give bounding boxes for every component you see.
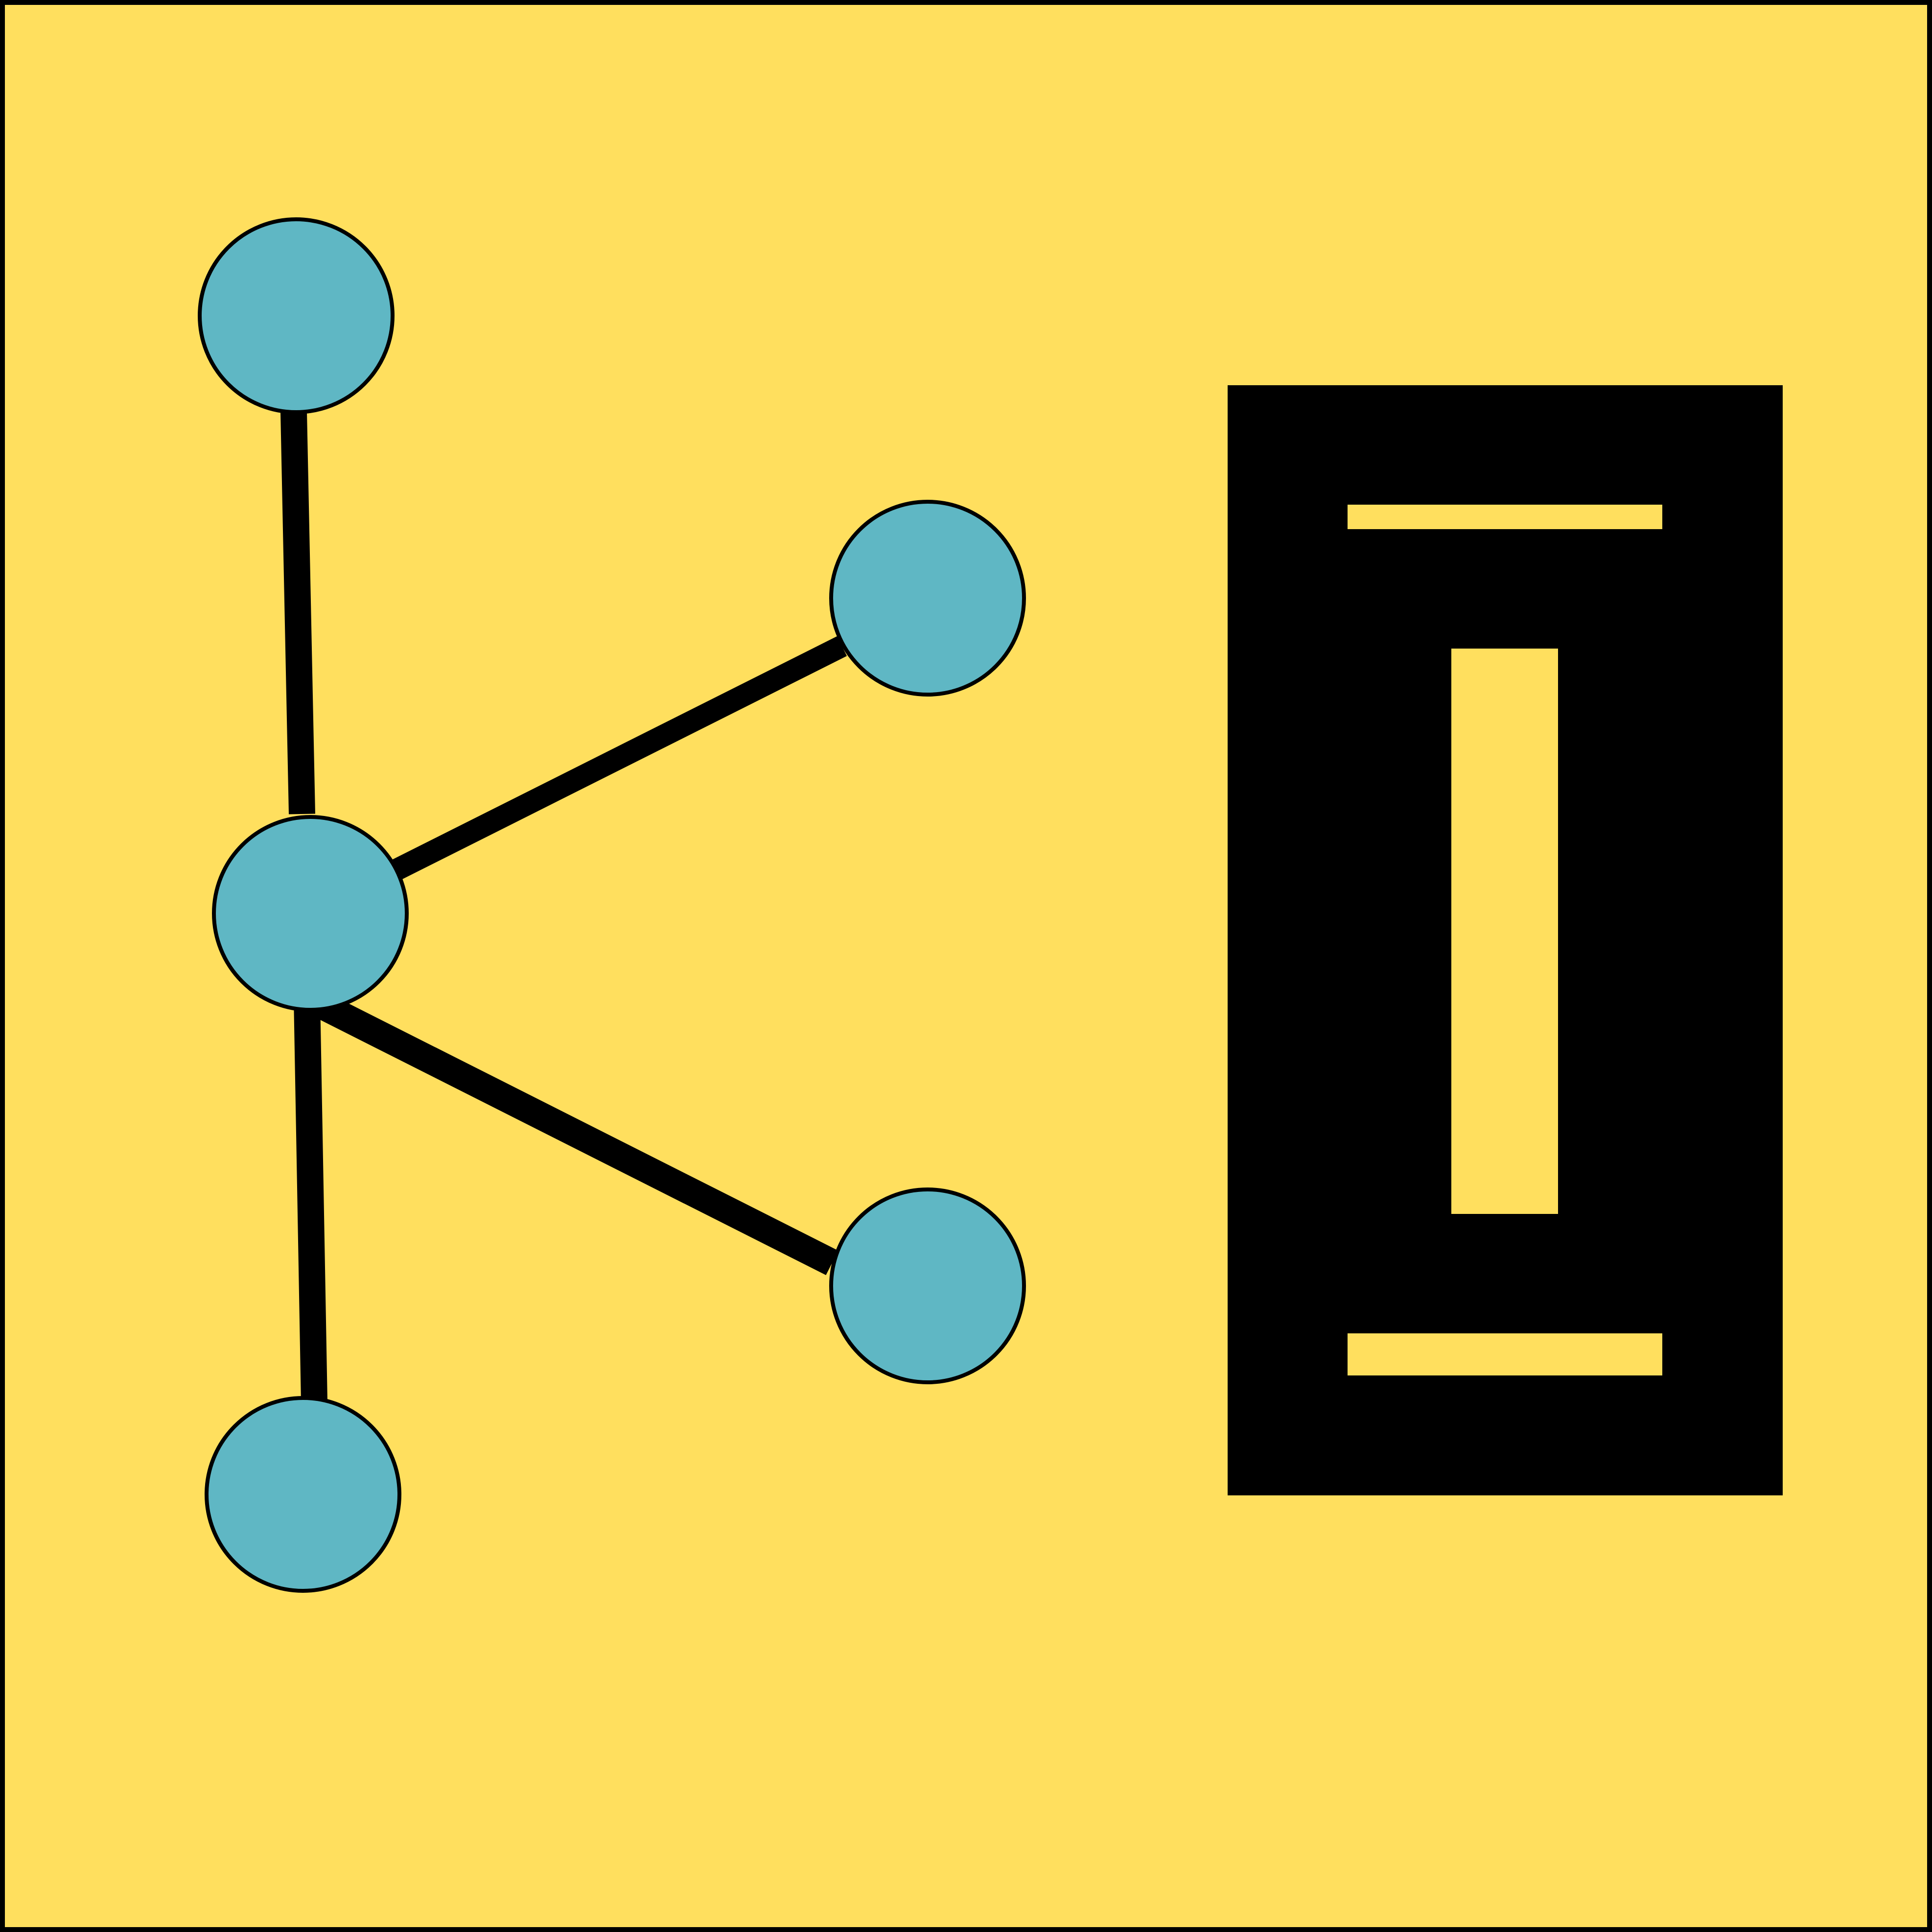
edge-hub-to-lower-right [307, 989, 838, 1275]
node-upper-right [829, 500, 1026, 697]
edge-hub-to-bottom [294, 998, 327, 1403]
node-top [198, 217, 395, 414]
i-beam-icon [1228, 385, 1783, 1495]
nodes-layer [198, 217, 1026, 1593]
emblem-top-bar [1348, 505, 1662, 529]
emblem-center-bar [1451, 649, 1558, 1214]
emblem-bottom-bar [1348, 1333, 1662, 1375]
edge-hub-to-upper-right [386, 636, 847, 883]
node-lower-right [829, 1187, 1026, 1384]
node-bottom [205, 1396, 401, 1593]
node-hub [212, 815, 409, 1012]
edge-top-to-hub [280, 412, 315, 815]
edges-layer [280, 412, 847, 1403]
